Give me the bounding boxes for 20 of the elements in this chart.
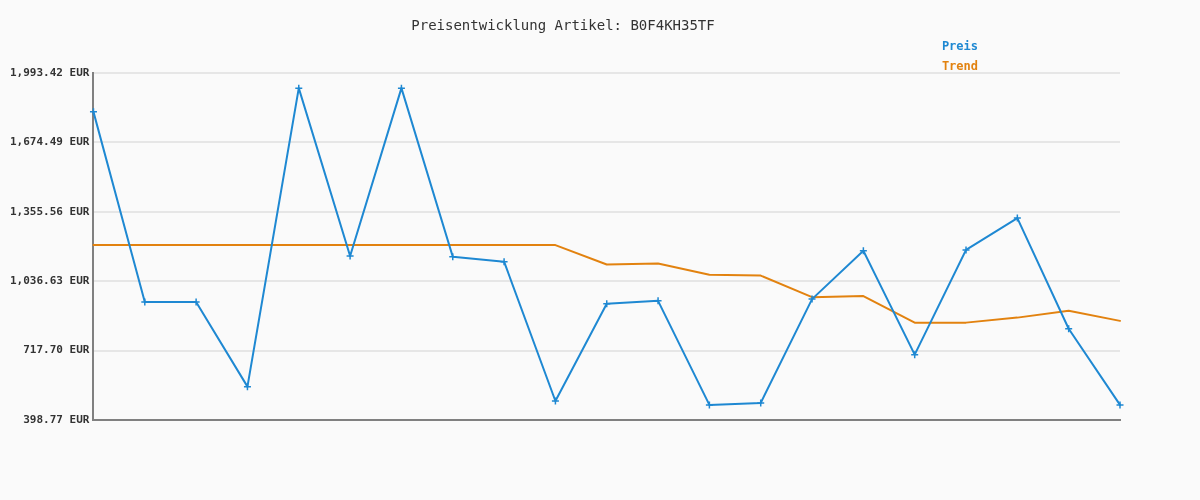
point <box>499 257 509 266</box>
point <box>345 251 355 261</box>
y-tick-label: 1,036.63 EUR <box>9 273 90 287</box>
point <box>961 245 971 255</box>
text: Trend <box>941 58 978 75</box>
point <box>807 294 817 304</box>
chart-title: Preisentwicklung Artikel: B0F4KH35TF <box>411 17 715 34</box>
text: Preis <box>941 38 978 55</box>
point <box>551 396 560 406</box>
y-tick-label: 1,674.49 EUR <box>9 135 90 149</box>
y-tick-label: 717.70 EUR <box>23 343 90 357</box>
y-tick-label: 398.77 EUR <box>23 412 90 426</box>
point <box>448 252 458 261</box>
point <box>397 83 406 93</box>
y-tick-label: 1,355.56 EUR <box>9 204 90 218</box>
point <box>859 246 868 256</box>
point <box>705 400 714 410</box>
point <box>1013 213 1022 223</box>
point <box>756 398 765 408</box>
y-tick-label: 1,993.42 EUR <box>9 65 90 79</box>
